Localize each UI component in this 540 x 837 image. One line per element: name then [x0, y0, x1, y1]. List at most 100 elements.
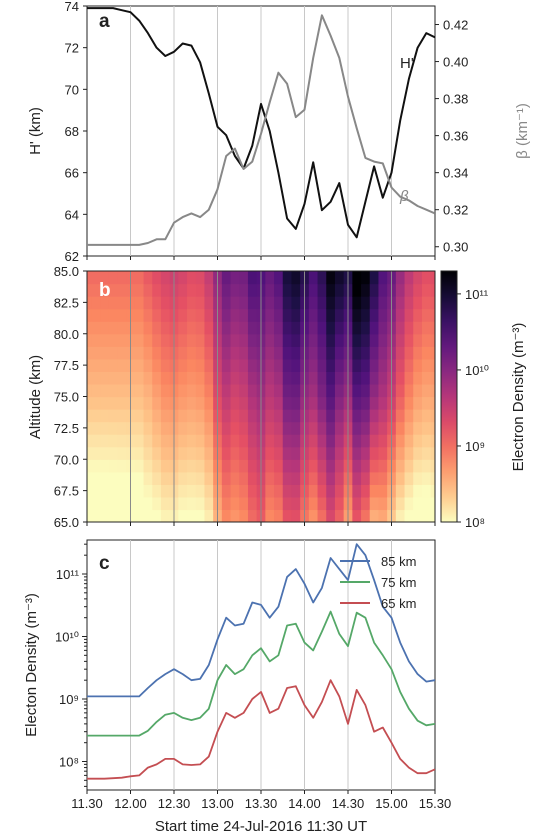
heatmap-cell: [421, 446, 432, 460]
heatmap-cell: [108, 409, 119, 423]
heatmap-cell: [91, 446, 101, 460]
heatmap-cell: [187, 371, 197, 385]
heatmap-cell: [395, 383, 406, 398]
heatmap-cell: [108, 358, 119, 372]
heatmap-cell: [291, 271, 301, 285]
heatmap-cell: [395, 509, 406, 522]
heatmap-cell: [160, 358, 171, 372]
heatmap-cell: [230, 421, 240, 435]
heatmap-cell: [134, 283, 145, 297]
heatmap-cell: [317, 509, 327, 522]
heatmap-cell: [230, 333, 240, 347]
heatmap-cell: [282, 509, 293, 522]
heatmap-cell: [369, 496, 380, 511]
heatmap-cell: [87, 283, 92, 297]
heatmap-cell: [326, 434, 336, 448]
heatmap-cell: [100, 371, 110, 385]
heatmap-cell: [91, 421, 101, 435]
heatmap-cell: [274, 271, 284, 285]
heatmap-cell: [152, 308, 162, 322]
heatmap-cell: [265, 434, 275, 448]
heatmap-cell: [152, 346, 162, 360]
colorbar-tick-label: 10¹¹: [465, 287, 489, 302]
heatmap-cell: [178, 496, 188, 511]
heatmap-cell: [308, 346, 319, 360]
heatmap-cell: [265, 371, 275, 385]
heatmap-cell: [404, 283, 414, 297]
y-tick-label: 80.0: [54, 327, 79, 342]
heatmap-cell: [361, 459, 371, 473]
heatmap-cell: [134, 371, 145, 385]
heatmap-cell: [430, 308, 435, 322]
heatmap-cell: [317, 471, 327, 485]
heatmap-cell: [247, 333, 258, 347]
heatmap-cell: [187, 271, 197, 285]
y-tick-label-right: 0.40: [443, 55, 468, 70]
heatmap-cell: [230, 484, 240, 498]
heatmap-cell: [308, 321, 319, 335]
heatmap-cell: [143, 283, 153, 297]
heatmap-cell: [195, 296, 206, 310]
heatmap-cell: [239, 296, 249, 310]
heatmap-cell: [117, 383, 127, 398]
heatmap-cell: [247, 446, 258, 460]
heatmap-cell: [265, 346, 275, 360]
heatmap-cell: [187, 358, 197, 372]
heatmap-cell: [195, 434, 206, 448]
heatmap-cell: [91, 308, 101, 322]
heatmap-cell: [143, 308, 153, 322]
heatmap-cell: [334, 283, 345, 297]
heatmap-cell: [395, 409, 406, 423]
panel-a-yticks: 62 64 66 68 70 72 74: [65, 0, 87, 264]
heatmap-cell: [430, 421, 435, 435]
heatmap-cell: [195, 409, 206, 423]
heatmap-cell: [404, 358, 414, 372]
heatmap-cell: [404, 471, 414, 485]
heatmap-cell: [117, 471, 127, 485]
heatmap-cell: [204, 283, 214, 297]
heatmap-cell: [317, 421, 327, 435]
heatmap-cell: [247, 396, 258, 410]
heatmap-cell: [369, 283, 380, 297]
heatmap-cell: [195, 421, 206, 435]
heatmap-cell: [308, 434, 319, 448]
heatmap-cell: [117, 509, 127, 522]
heatmap-cell: [87, 321, 92, 335]
heatmap-cell: [352, 346, 362, 360]
heatmap-cell: [195, 383, 206, 398]
heatmap-cell: [369, 421, 380, 435]
heatmap-cell: [361, 421, 371, 435]
heatmap-cell: [178, 346, 188, 360]
heatmap-cell: [404, 396, 414, 410]
heatmap-cell: [361, 396, 371, 410]
heatmap-cell: [282, 409, 293, 423]
heatmap-cell: [352, 471, 362, 485]
heatmap-cell: [178, 459, 188, 473]
heatmap-cell: [274, 421, 284, 435]
heatmap-cell: [239, 321, 249, 335]
heatmap-cell: [378, 371, 388, 385]
heatmap-cell: [413, 371, 423, 385]
heatmap-cell: [134, 484, 145, 498]
heatmap-cell: [352, 333, 362, 347]
heatmap-cell: [308, 333, 319, 347]
heatmap-cell: [117, 459, 127, 473]
heatmap-cell: [308, 308, 319, 322]
heatmap-cell: [204, 509, 214, 522]
heatmap-cell: [108, 271, 119, 285]
heatmap-cell: [274, 358, 284, 372]
heatmap-cell: [117, 333, 127, 347]
heatmap-cell: [265, 509, 275, 522]
x-tick-label: 13.00: [201, 796, 234, 811]
heatmap-cell: [326, 308, 336, 322]
heatmap-cell: [291, 333, 301, 347]
heatmap-cell: [247, 358, 258, 372]
heatmap-cell: [134, 434, 145, 448]
heatmap-cell: [395, 346, 406, 360]
heatmap-cell: [308, 509, 319, 522]
heatmap-cell: [230, 459, 240, 473]
heatmap-cell: [430, 471, 435, 485]
heatmap-cell: [160, 283, 171, 297]
heatmap-cell: [230, 371, 240, 385]
